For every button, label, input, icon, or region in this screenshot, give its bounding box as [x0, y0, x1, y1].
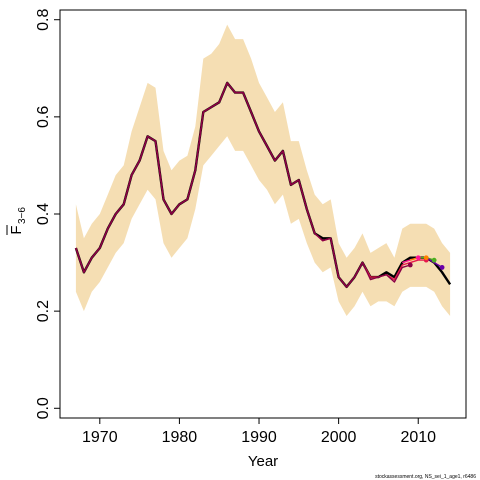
- y-axis-title-subscript: 3−6: [17, 207, 28, 224]
- series-line-2: [75, 82, 411, 288]
- x-axis-title: Year: [248, 453, 278, 470]
- y-axis-title: F 3−6: [6, 207, 28, 235]
- series-endpoint-6: [439, 265, 445, 270]
- confidence-band: [75, 24, 451, 316]
- y-axis-title-main: F: [8, 225, 25, 234]
- footnote: stockassessment.org, NS_sei_1_age1, r648…: [375, 474, 476, 480]
- x-axis: 1970 1980 1990 2000 2010: [82, 418, 436, 446]
- series-layer: [74, 81, 452, 289]
- x-tick-label-0: 1970: [82, 429, 118, 446]
- y-tick-label-1: 0.2: [35, 300, 52, 322]
- series-endpoint-3: [415, 255, 421, 261]
- x-tick-label-1: 1980: [162, 429, 198, 446]
- confidence-band-layer: [75, 24, 451, 316]
- endpoint-markers-layer: [407, 255, 445, 270]
- y-tick-label-4: 0.8: [35, 8, 52, 30]
- x-tick-label-3: 2000: [321, 429, 357, 446]
- y-tick-label-2: 0.4: [35, 203, 52, 225]
- series-endpoint-4: [423, 255, 429, 261]
- series-line-6: [425, 257, 443, 268]
- series-endpoint-2: [407, 262, 413, 268]
- y-tick-label-3: 0.6: [35, 106, 52, 128]
- y-tick-label-0: 0.0: [35, 397, 52, 419]
- x-tick-label-4: 2010: [400, 429, 436, 446]
- x-tick-label-2: 1990: [241, 429, 277, 446]
- series-endpoint-5: [431, 257, 437, 263]
- y-axis: 0.0 0.2 0.4 0.6 0.8: [35, 8, 60, 419]
